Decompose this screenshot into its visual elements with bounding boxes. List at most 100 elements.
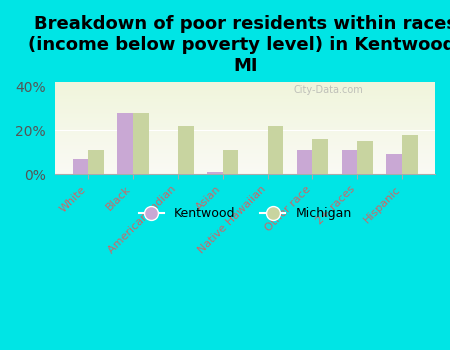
Bar (55, 106, 435, 107)
Bar (55, 149, 435, 150)
Bar (55, 93, 435, 94)
Bar (55, 118, 435, 119)
Bar (55, 94, 435, 95)
Bar (55, 108, 435, 110)
Bar (55, 146, 435, 147)
Bar (55, 103, 435, 104)
Bar (55, 141, 435, 142)
Bar (55, 168, 435, 169)
Bar (55, 127, 435, 128)
Bar (55, 153, 435, 154)
Bar (268, 126, 283, 174)
Bar (55, 130, 435, 131)
Bar (55, 139, 435, 140)
Bar (55, 159, 435, 160)
Bar (55, 82, 435, 83)
Bar (55, 161, 435, 162)
Bar (55, 132, 435, 133)
Bar (223, 150, 238, 174)
Bar (55, 84, 435, 85)
Bar (55, 164, 435, 165)
Bar (55, 115, 435, 116)
Bar (55, 158, 435, 159)
Bar (55, 91, 435, 92)
Bar (55, 142, 435, 143)
Bar (402, 134, 418, 174)
Bar (55, 99, 435, 100)
Bar (55, 163, 435, 164)
Bar (55, 125, 435, 126)
Legend: Kentwood, Michigan: Kentwood, Michigan (134, 202, 356, 225)
Bar (207, 172, 223, 174)
Bar (55, 85, 435, 86)
Bar (55, 110, 435, 111)
Bar (133, 113, 149, 174)
Bar (55, 160, 435, 161)
Bar (55, 156, 435, 158)
Bar (55, 119, 435, 120)
Bar (55, 96, 435, 97)
Bar (55, 138, 435, 139)
Bar (342, 150, 357, 174)
Bar (55, 113, 435, 114)
Bar (55, 145, 435, 146)
Bar (55, 167, 435, 168)
Bar (55, 150, 435, 151)
Bar (55, 86, 435, 87)
Bar (178, 126, 194, 174)
Bar (55, 172, 435, 173)
Bar (55, 128, 435, 129)
Bar (55, 101, 435, 102)
Bar (55, 117, 435, 118)
Bar (55, 134, 435, 135)
Bar (55, 126, 435, 127)
Bar (55, 100, 435, 101)
Bar (312, 139, 328, 174)
Bar (55, 90, 435, 91)
Bar (55, 151, 435, 152)
Bar (55, 123, 435, 124)
Bar (55, 83, 435, 84)
Bar (55, 162, 435, 163)
Bar (55, 121, 435, 122)
Bar (55, 137, 435, 138)
Bar (55, 105, 435, 106)
Bar (72, 159, 88, 174)
Bar (55, 111, 435, 112)
Bar (55, 88, 435, 89)
Bar (55, 98, 435, 99)
Bar (55, 116, 435, 117)
Bar (55, 166, 435, 167)
Bar (55, 131, 435, 132)
Bar (55, 104, 435, 105)
Text: City-Data.com: City-Data.com (294, 85, 364, 95)
Bar (55, 87, 435, 88)
Bar (55, 154, 435, 155)
Bar (55, 133, 435, 134)
Bar (55, 120, 435, 121)
Bar (55, 140, 435, 141)
Bar (55, 124, 435, 125)
Bar (55, 169, 435, 170)
Bar (55, 136, 435, 137)
Bar (55, 129, 435, 130)
Bar (55, 112, 435, 113)
Bar (55, 135, 435, 136)
Bar (55, 94, 435, 96)
Bar (55, 152, 435, 153)
Bar (55, 165, 435, 166)
Bar (117, 113, 133, 174)
Bar (297, 150, 312, 174)
Bar (55, 92, 435, 93)
Bar (55, 97, 435, 98)
Bar (55, 155, 435, 156)
Bar (357, 141, 373, 174)
Bar (55, 144, 435, 145)
Bar (55, 122, 435, 123)
Bar (55, 173, 435, 174)
Bar (88, 150, 104, 174)
Bar (55, 89, 435, 90)
Title: Breakdown of poor residents within races
(income below poverty level) in Kentwoo: Breakdown of poor residents within races… (28, 15, 450, 75)
Bar (55, 107, 435, 108)
Bar (55, 148, 435, 149)
